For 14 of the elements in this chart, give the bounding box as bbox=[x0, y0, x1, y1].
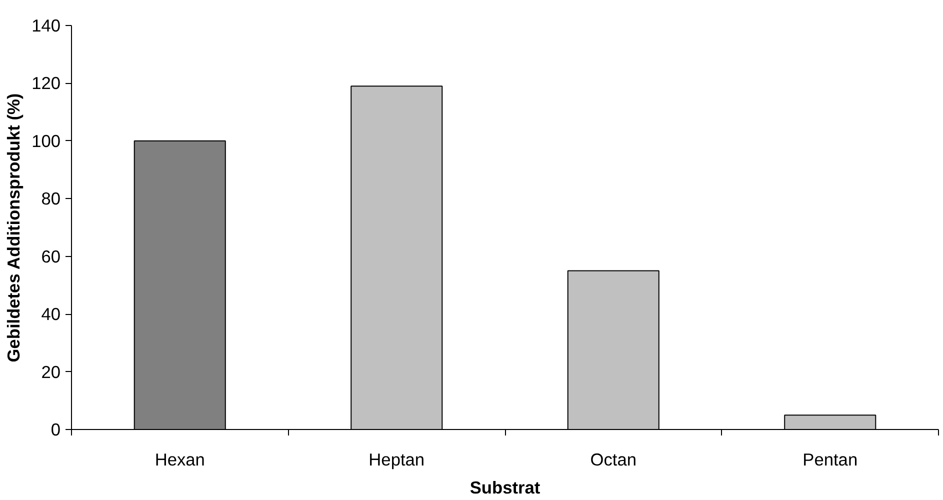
y-tick-label: 100 bbox=[32, 130, 61, 151]
x-tick-label: Hexan bbox=[154, 450, 205, 470]
y-tick-label: 140 bbox=[32, 16, 61, 36]
y-tick-label: 20 bbox=[41, 362, 61, 382]
y-tick-label: 40 bbox=[41, 304, 61, 324]
y-tick-label: 60 bbox=[41, 246, 61, 266]
x-axis-title: Substrat bbox=[470, 478, 540, 498]
y-axis-title: Gebildetes Additionsprodukt (%) bbox=[4, 93, 24, 362]
x-tick-label: Octan bbox=[590, 450, 636, 470]
y-tick-label: 0 bbox=[50, 420, 61, 440]
y-tick-label: 120 bbox=[32, 73, 61, 94]
x-tick-label: Pentan bbox=[802, 450, 858, 470]
y-tick-label: 80 bbox=[41, 188, 61, 209]
x-tick-label: Heptan bbox=[368, 450, 425, 470]
